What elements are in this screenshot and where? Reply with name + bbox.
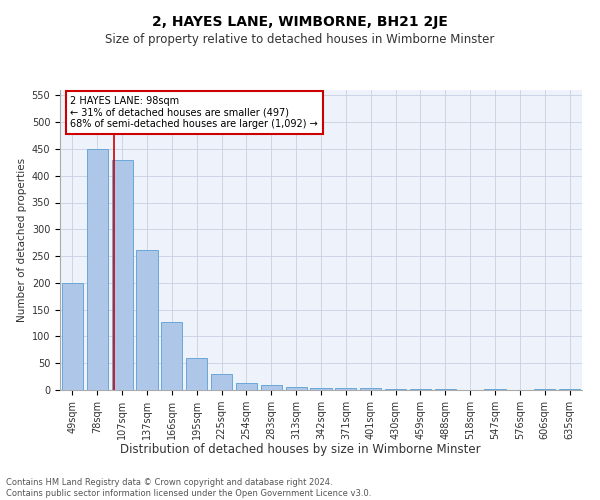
Bar [310, 388, 332, 390]
Bar [112, 160, 133, 390]
Y-axis label: Number of detached properties: Number of detached properties [17, 158, 28, 322]
Text: 2 HAYES LANE: 98sqm
← 31% of detached houses are smaller (497)
68% of semi-detac: 2 HAYES LANE: 98sqm ← 31% of detached ho… [70, 96, 318, 129]
Bar [360, 388, 381, 390]
Bar [211, 374, 232, 390]
Text: Contains HM Land Registry data © Crown copyright and database right 2024.
Contai: Contains HM Land Registry data © Crown c… [6, 478, 371, 498]
Text: 2, HAYES LANE, WIMBORNE, BH21 2JE: 2, HAYES LANE, WIMBORNE, BH21 2JE [152, 15, 448, 29]
Bar [186, 358, 207, 390]
Bar [62, 284, 83, 390]
Bar [261, 385, 282, 390]
Bar [136, 250, 158, 390]
Bar [335, 388, 356, 390]
Bar [161, 322, 182, 390]
Bar [87, 149, 108, 390]
Text: Distribution of detached houses by size in Wimborne Minster: Distribution of detached houses by size … [119, 442, 481, 456]
Text: Size of property relative to detached houses in Wimborne Minster: Size of property relative to detached ho… [106, 32, 494, 46]
Bar [236, 382, 257, 390]
Bar [286, 388, 307, 390]
